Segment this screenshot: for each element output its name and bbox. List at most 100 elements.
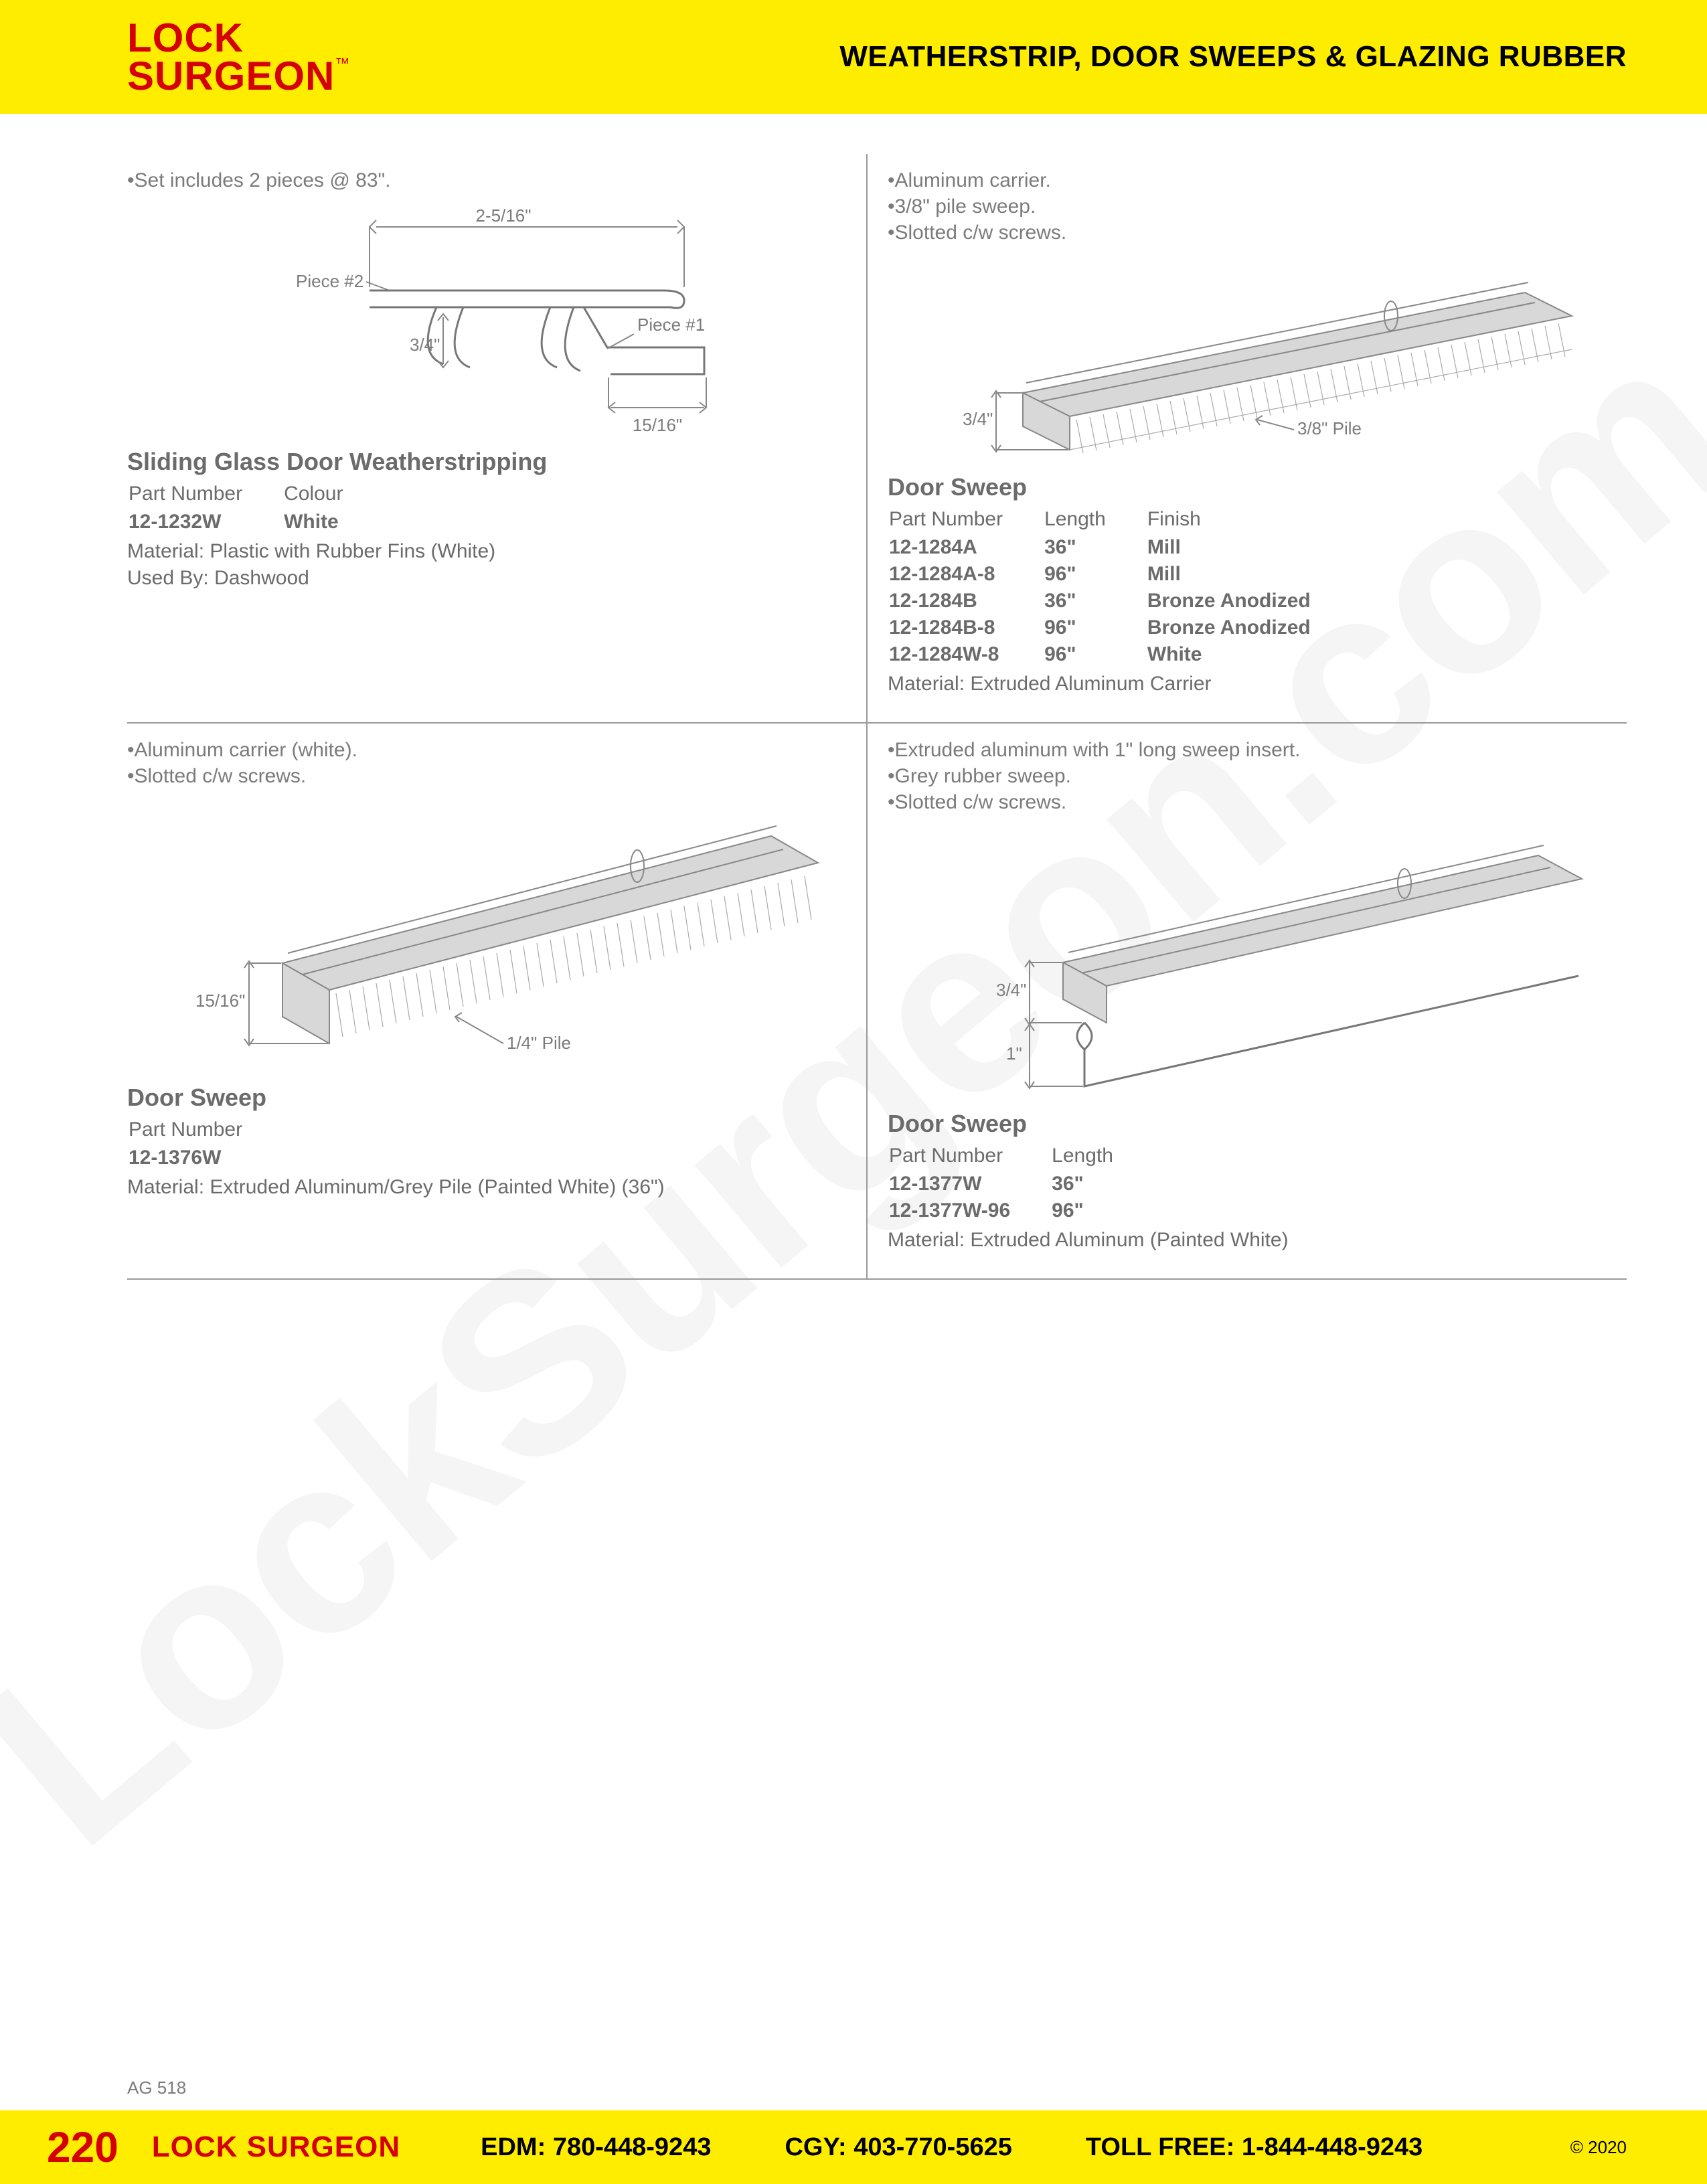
- note-line: •Slotted c/w screws.: [888, 220, 1613, 246]
- toll-label: TOLL FREE:: [1086, 2133, 1234, 2161]
- product-notes: •Set includes 2 pieces @ 83".: [127, 167, 853, 193]
- material-label: Material:: [127, 1176, 204, 1198]
- note-line: •Extruded aluminum with 1" long sweep in…: [888, 737, 1613, 763]
- page-number: 220: [0, 2122, 152, 2172]
- product-notes: •Aluminum carrier. •3/8" pile sweep. •Sl…: [888, 167, 1613, 246]
- page-title: WEATHERSTRIP, DOOR SWEEPS & GLAZING RUBB…: [839, 40, 1627, 74]
- col-header: Length: [1052, 1145, 1153, 1170]
- usedby-label: Used By:: [127, 567, 209, 589]
- product-title: Door Sweep: [888, 1110, 1613, 1138]
- product-row: •Set includes 2 pieces @ 83". 2-5/16" Pi…: [127, 154, 1627, 724]
- table-row: 12-1377W-9696": [889, 1198, 1153, 1224]
- dim-left: 3/4": [410, 335, 440, 355]
- table-row: 12-1377W36": [889, 1171, 1153, 1197]
- page-footer: AG 518 220 LOCK SURGEON EDM: 780-448-924…: [0, 2078, 1707, 2184]
- dim-bottom: 1": [1006, 1043, 1022, 1064]
- product-cell: •Set includes 2 pieces @ 83". 2-5/16" Pi…: [127, 154, 866, 722]
- piece1-label: Piece #1: [637, 315, 705, 335]
- footer-brand: LOCK SURGEON: [152, 2130, 400, 2164]
- pile-label: 1/4" Pile: [507, 1033, 571, 1053]
- brand-logo: LOCK SURGEON™: [127, 19, 349, 95]
- product-table: Part Number 12-1376W: [127, 1117, 284, 1172]
- col-header: Finish: [1147, 508, 1351, 533]
- table-row: 12-1284A36"Mill: [889, 535, 1351, 560]
- product-table: Part Number Colour 12-1232W White: [127, 481, 384, 536]
- edm-number: 780-448-9243: [553, 2133, 712, 2161]
- cell: 96": [1044, 642, 1146, 667]
- material-label: Material:: [888, 1229, 965, 1251]
- cell: Mill: [1147, 535, 1351, 560]
- note-line: •Grey rubber sweep.: [888, 763, 1613, 789]
- dim-height: 15/16": [195, 991, 245, 1011]
- logo-line2: SURGEON: [127, 54, 335, 98]
- edm-label: EDM:: [481, 2133, 546, 2161]
- usedby-value: Dashwood: [214, 567, 309, 589]
- table-row: 12-1232W White: [129, 509, 383, 535]
- product-title: Sliding Glass Door Weatherstripping: [127, 448, 853, 476]
- cgy-label: CGY:: [785, 2133, 846, 2161]
- dim-height: 3/4": [963, 409, 993, 429]
- product-cell: •Aluminum carrier. •3/8" pile sweep. •Sl…: [866, 154, 1627, 722]
- cgy-number: 403-770-5625: [854, 2133, 1012, 2161]
- cell: 12-1284B: [889, 588, 1043, 614]
- copyright: © 2020: [1570, 2137, 1627, 2158]
- col-header: Colour: [284, 483, 383, 508]
- cell: 12-1284B-8: [889, 615, 1043, 641]
- table-row: 12-1376W: [129, 1145, 282, 1171]
- note-line: •Slotted c/w screws.: [888, 789, 1613, 815]
- cell: 36": [1044, 588, 1146, 614]
- cell: 96": [1044, 615, 1146, 641]
- cell: 12-1284A-8: [889, 562, 1043, 587]
- product-material: Material: Extruded Aluminum/Grey Pile (P…: [127, 1176, 853, 1199]
- page-header: LOCK SURGEON™ WEATHERSTRIP, DOOR SWEEPS …: [0, 0, 1707, 114]
- product-notes: •Aluminum carrier (white). •Slotted c/w …: [127, 737, 853, 789]
- product-cell: •Extruded aluminum with 1" long sweep in…: [866, 724, 1627, 1278]
- product-diagram: 2-5/16" Piece #2 3/4": [236, 200, 744, 441]
- cell: 96": [1044, 562, 1146, 587]
- col-header: Length: [1044, 508, 1146, 533]
- col-header: Part Number: [129, 483, 282, 508]
- product-material: Material: Extruded Aluminum Carrier: [888, 673, 1613, 695]
- material-label: Material:: [127, 540, 204, 562]
- cell: 12-1284A: [889, 535, 1043, 560]
- footer-bar: 220 LOCK SURGEON EDM: 780-448-9243 CGY: …: [0, 2110, 1707, 2184]
- ag-code: AG 518: [0, 2078, 1707, 2110]
- table-row: 12-1284B36"Bronze Anodized: [889, 588, 1351, 614]
- product-title: Door Sweep: [127, 1084, 853, 1112]
- dim-top: 2-5/16": [476, 205, 532, 226]
- pile-label: 3/8" Pile: [1297, 418, 1362, 438]
- product-notes: •Extruded aluminum with 1" long sweep in…: [888, 737, 1613, 815]
- page-container: LOCK SURGEON™ WEATHERSTRIP, DOOR SWEEPS …: [0, 0, 1707, 2184]
- cell-part: 12-1232W: [129, 509, 282, 535]
- dim-bottom: 15/16": [633, 415, 682, 435]
- table-row: 12-1284W-896"White: [889, 642, 1351, 667]
- contact-edm: EDM: 780-448-9243: [481, 2133, 711, 2162]
- material-value: Plastic with Rubber Fins (White): [210, 540, 495, 562]
- content-area: •Set includes 2 pieces @ 83". 2-5/16" Pi…: [0, 114, 1707, 1280]
- logo-line1: LOCK: [127, 19, 349, 57]
- product-cell: •Aluminum carrier (white). •Slotted c/w …: [127, 724, 866, 1278]
- cell: White: [1147, 642, 1351, 667]
- cell: 12-1376W: [129, 1145, 282, 1171]
- product-material: Material: Plastic with Rubber Fins (Whit…: [127, 540, 853, 563]
- note-line: •Aluminum carrier (white).: [127, 737, 853, 763]
- logo-tm: ™: [335, 55, 349, 72]
- toll-number: 1-844-448-9243: [1242, 2133, 1422, 2161]
- product-usedby: Used By: Dashwood: [127, 567, 853, 590]
- cell: Mill: [1147, 562, 1351, 587]
- note-line: •Slotted c/w screws.: [127, 763, 853, 789]
- product-diagram: 3/4" 1": [909, 822, 1592, 1103]
- cell-colour: White: [284, 509, 383, 535]
- product-table: Part Number Length 12-1377W36" 12-1377W-…: [888, 1143, 1155, 1225]
- dim-top: 3/4": [996, 980, 1026, 1000]
- cell: 12-1284W-8: [889, 642, 1043, 667]
- table-row: 12-1284B-896"Bronze Anodized: [889, 615, 1351, 641]
- cell: 12-1377W: [889, 1171, 1050, 1197]
- cell: 96": [1052, 1198, 1153, 1224]
- note-line: •Set includes 2 pieces @ 83".: [127, 167, 853, 193]
- contact-cgy: CGY: 403-770-5625: [785, 2133, 1011, 2162]
- note-line: •3/8" pile sweep.: [888, 193, 1613, 220]
- product-title: Door Sweep: [888, 473, 1613, 501]
- product-row: •Aluminum carrier (white). •Slotted c/w …: [127, 724, 1627, 1280]
- table-row: 12-1284A-896"Mill: [889, 562, 1351, 587]
